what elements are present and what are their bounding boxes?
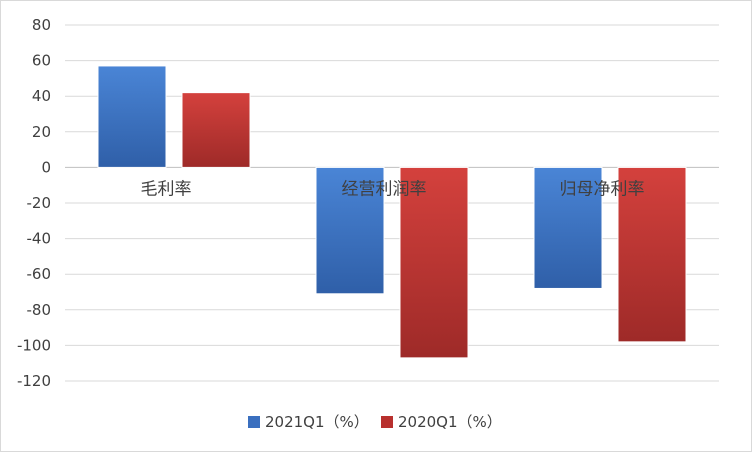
y-tick-label: -120 [17,372,51,390]
y-tick-label: -80 [27,301,52,319]
y-tick-label: 60 [32,52,51,70]
y-tick-label: 20 [32,123,51,141]
y-tick-label: -40 [27,230,52,248]
category-label: 归母净利率 [560,179,645,199]
legend-swatch [248,416,260,428]
legend-label: 2020Q1（%） [398,413,502,431]
bar [315,166,385,295]
bar [399,166,469,359]
bar [533,166,603,289]
y-tick-label: 80 [32,16,51,34]
legend-label: 2021Q1（%） [265,413,369,431]
legend-swatch [381,416,393,428]
y-tick-label: 0 [41,158,51,176]
y-tick-label: -100 [17,336,51,354]
bar [97,65,167,168]
y-tick-label: -60 [27,265,52,283]
bar [181,92,251,168]
y-tick-label: 40 [32,87,51,105]
y-tick-label: -20 [27,194,52,212]
category-label: 毛利率 [141,179,192,199]
bar [617,166,687,343]
category-label: 经营利润率 [342,179,427,199]
